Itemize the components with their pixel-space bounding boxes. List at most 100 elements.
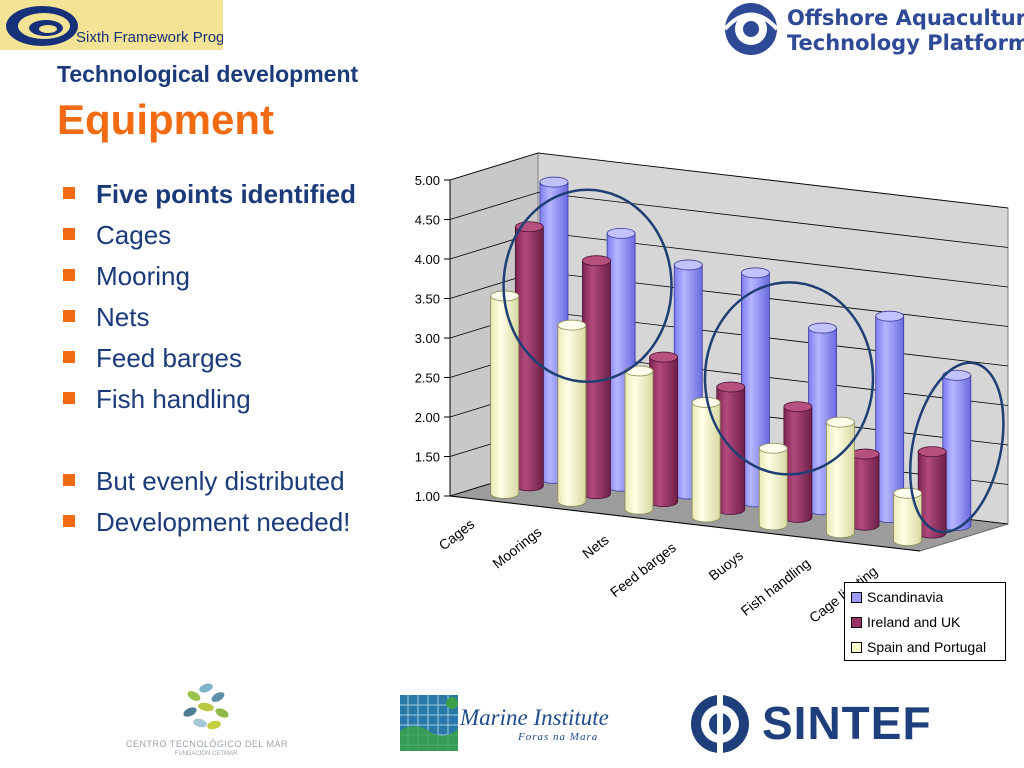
bullet-square-icon [63,351,75,363]
y-axis: 1.00 1.50 2.00 2.50 3.00 3.50 4.00 4.50 5.00 [415,173,451,504]
bar-top [808,322,837,334]
y-tick-label: 4.00 [415,252,440,267]
x-tick-label: Fish handling [738,555,813,619]
y-tick-label: 2.50 [415,371,440,386]
bar-cylinder [490,290,520,499]
oatp-logo-line1: Offshore Aquaculture [787,6,1024,30]
bullet-text: But evenly distributed [96,466,345,496]
bullet-item: Cages [62,217,392,258]
bullet-text: Five points identified [96,179,357,209]
marine-institute-subtitle: Foras na Mara [518,731,599,743]
y-tick-label: 3.50 [415,292,440,307]
legend-label: Ireland and UK [867,614,961,630]
bar-cylinder [557,319,587,507]
bar-cylinder [624,365,654,515]
gridline [449,152,1009,209]
leaf-cluster-icon [183,683,229,730]
page-title: Equipment [57,96,274,143]
bar-body [624,370,654,515]
legend-label: Scandinavia [867,589,944,605]
bar-top [740,267,770,279]
chart-legend: Scandinavia Ireland and UK Spain and Por… [844,582,1006,661]
bar-top [539,176,569,188]
bar-top [758,442,788,454]
bullet-square-icon [63,474,75,486]
bar-top [624,365,654,377]
bar-top [649,351,679,363]
bullet-text: Fish handling [96,384,251,414]
bar-top [582,255,611,267]
bar-cylinder [783,401,813,523]
sintef-logo: SINTEF [688,692,968,758]
equipment-chart: 1.00 1.50 2.00 2.50 3.00 3.50 4.00 4.50 5.00 Cag… [415,152,1009,626]
bar-body [691,402,721,523]
bar-body [942,374,972,531]
bar-cylinder [850,448,880,531]
fp6-logo-text: Sixth Framework Programme [76,29,223,46]
bullet-item: Development needed! [62,504,392,545]
legend-item: Scandinavia [851,589,943,605]
bullet-item: Nets [62,299,392,340]
bar-body [490,295,520,499]
bullet-square-icon [63,228,75,240]
fp6-six-icon [6,6,78,46]
bar-body [758,447,788,531]
bar-top [893,487,922,499]
bar-cylinder [826,416,855,539]
bar-cylinder [893,487,922,546]
oatp-logo-line2: Technology Platform [787,31,1024,55]
sintef-name: SINTEF [762,697,932,749]
gridline [449,192,1009,248]
bar-top [673,259,703,271]
y-tick-label: 3.00 [415,331,440,346]
bar-cylinder [649,351,679,507]
bar-cylinder [942,369,972,531]
legend-swatch [851,641,862,653]
x-tick-label: Buoys [705,547,746,584]
bullet-text: Cages [96,220,172,250]
legend-swatch [851,591,862,603]
bullet-text: Feed barges [96,343,242,373]
fp6-logo: Sixth Framework Programme [0,0,223,50]
legend-item: Ireland and UK [851,614,960,630]
legend-item: Spain and Portugal [851,639,986,655]
y-tick-label: 5.00 [415,173,440,188]
x-tick-label: Cages [436,516,478,554]
bullet-square-icon [63,515,75,527]
bar-top [557,319,587,331]
bullet-text: Development needed! [96,507,351,537]
bar-cylinder [582,255,611,500]
y-tick-label: 1.00 [415,489,440,504]
x-axis-line [449,495,921,552]
grid-wave-icon [400,695,458,751]
bar-body [557,324,587,507]
sintef-emblem-icon [691,694,749,754]
bar-cylinder [917,446,947,539]
bullet-square-icon [63,392,75,404]
y-tick-label: 2.00 [415,410,440,425]
cetmar-logo: CENTRO TECNOLÓGICO DEL MAR FUNDACIÓN CET… [120,678,290,768]
cetmar-subtitle: FUNDACIÓN CETMAR [174,751,238,757]
x-tick-label: Feed barges [607,539,679,600]
bar-cylinder [514,221,544,492]
bar-body [649,356,679,507]
highlight-ring [703,281,875,476]
bar-cylinder [758,442,788,531]
bar-body [716,386,746,515]
oatp-logo: Offshore Aquaculture Technology Platform [721,0,1024,60]
bar-top [606,227,636,239]
bullet-item: Five points identified [62,176,392,217]
bullet-square-icon [63,187,75,199]
x-tick-label: Nets [579,531,612,561]
highlight-rings [502,188,1005,534]
bullet-item: Mooring [62,258,392,299]
legend-swatch [851,616,862,628]
y-tick-label: 1.50 [415,450,440,465]
bullet-list: Five points identified Cages Mooring Net… [62,176,392,545]
bullet-text: Nets [96,302,150,332]
bar-top [826,416,855,428]
bar-top [917,446,947,458]
bar-body [917,451,947,539]
highlight-ring [502,188,673,383]
bullet-item: But evenly distributed [62,463,392,504]
